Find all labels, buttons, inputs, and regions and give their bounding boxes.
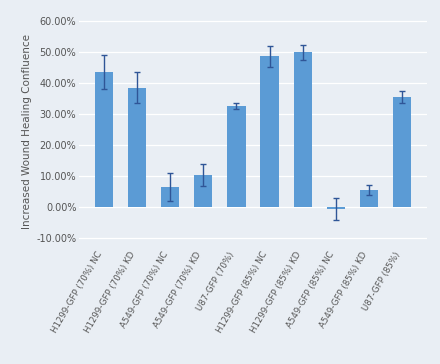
Bar bbox=[227, 106, 246, 207]
Bar bbox=[360, 190, 378, 207]
Bar bbox=[326, 207, 345, 209]
Bar bbox=[128, 88, 146, 207]
Bar bbox=[260, 56, 279, 207]
Y-axis label: Increased Wound Healing Confluence: Increased Wound Healing Confluence bbox=[22, 33, 32, 229]
Bar bbox=[95, 72, 113, 207]
Bar bbox=[161, 187, 180, 207]
Bar bbox=[293, 52, 312, 207]
Bar bbox=[194, 175, 213, 207]
Bar bbox=[393, 97, 411, 207]
